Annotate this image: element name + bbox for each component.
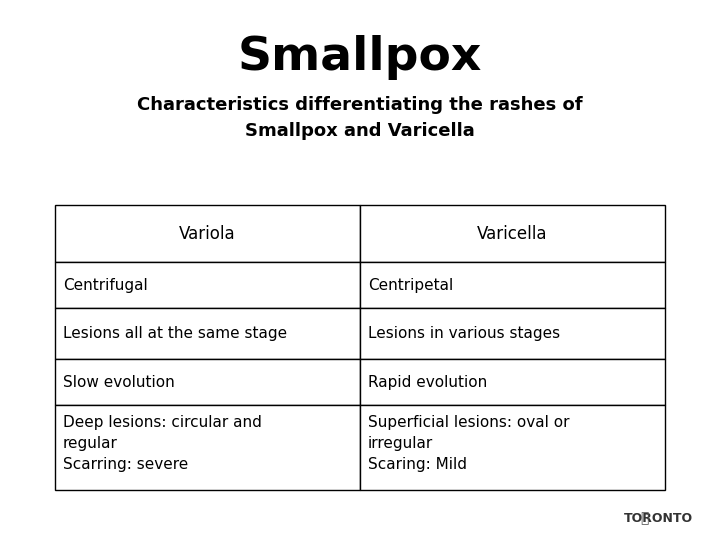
Text: Superficial lesions: oval or
irregular
Scaring: Mild: Superficial lesions: oval or irregular S… xyxy=(368,415,570,472)
Text: Deep lesions: circular and
regular
Scarring: severe: Deep lesions: circular and regular Scarr… xyxy=(63,415,262,472)
Bar xyxy=(360,205,665,262)
Text: Slow evolution: Slow evolution xyxy=(63,375,175,390)
Text: Centrifugal: Centrifugal xyxy=(63,278,148,293)
Text: Varicella: Varicella xyxy=(477,225,548,242)
Text: Lesions all at the same stage: Lesions all at the same stage xyxy=(63,326,287,341)
Text: 🏛: 🏛 xyxy=(640,511,649,525)
Bar xyxy=(360,405,665,490)
Text: Centripetal: Centripetal xyxy=(368,278,454,293)
Bar xyxy=(360,262,665,308)
Bar xyxy=(55,405,360,490)
Bar xyxy=(55,205,360,262)
Text: Smallpox: Smallpox xyxy=(238,36,482,80)
Text: Characteristics differentiating the rashes of
Smallpox and Varicella: Characteristics differentiating the rash… xyxy=(138,97,582,139)
Bar xyxy=(55,308,360,360)
Text: Lesions in various stages: Lesions in various stages xyxy=(368,326,560,341)
Text: Variola: Variola xyxy=(179,225,236,242)
Bar xyxy=(55,360,360,405)
Bar xyxy=(360,308,665,360)
Text: TORONTO: TORONTO xyxy=(624,511,693,524)
Bar xyxy=(55,262,360,308)
Text: Rapid evolution: Rapid evolution xyxy=(368,375,487,390)
Bar xyxy=(360,360,665,405)
